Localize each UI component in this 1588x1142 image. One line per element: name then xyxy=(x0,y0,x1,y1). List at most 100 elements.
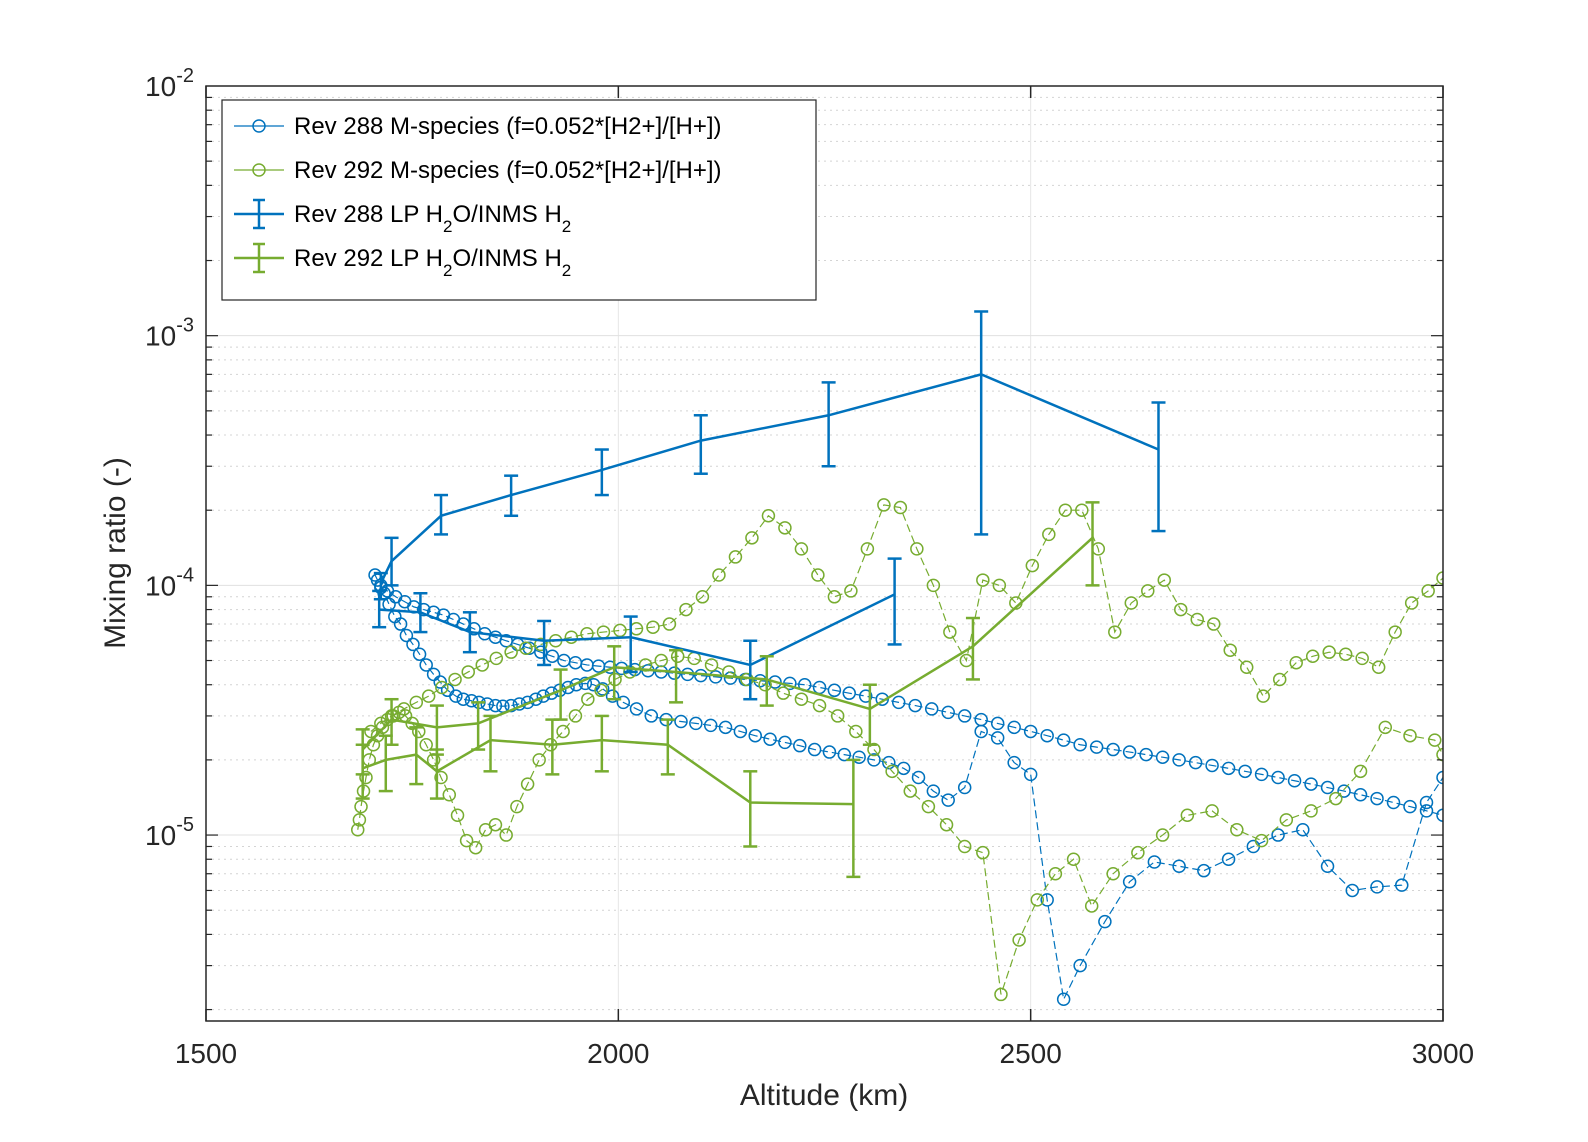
data-point xyxy=(448,672,462,687)
series-line xyxy=(374,574,1443,1002)
data-point xyxy=(1073,958,1087,973)
data-point xyxy=(504,645,518,659)
series-4 xyxy=(373,310,1166,601)
y-tick-label: 10-3 xyxy=(145,315,194,352)
legend: Rev 288 M-species (f=0.052*[H2+]/[H+]) Re… xyxy=(221,99,817,301)
data-point xyxy=(1155,750,1170,764)
data-point xyxy=(545,649,560,664)
data-point xyxy=(1337,784,1351,798)
data-point xyxy=(1238,764,1252,779)
data-point xyxy=(903,784,918,798)
series-7 xyxy=(355,714,861,879)
data-point xyxy=(1030,893,1045,907)
data-point xyxy=(882,755,896,770)
data-point xyxy=(1073,737,1087,752)
data-point xyxy=(1106,866,1120,881)
data-point xyxy=(822,745,837,759)
data-point xyxy=(830,709,845,723)
data-point xyxy=(529,692,543,706)
data-point xyxy=(926,784,941,798)
data-point xyxy=(1353,764,1368,779)
series-2 xyxy=(350,649,1443,1002)
data-point xyxy=(1075,503,1089,517)
data-point xyxy=(703,718,718,733)
data-point xyxy=(1421,584,1435,598)
data-point xyxy=(1122,875,1137,889)
data-point xyxy=(1012,933,1026,947)
data-point xyxy=(1304,804,1318,818)
data-point xyxy=(399,628,414,643)
data-point xyxy=(1436,808,1443,823)
data-point xyxy=(364,724,378,739)
data-point xyxy=(1007,755,1021,770)
plot-frame xyxy=(205,85,1444,1022)
data-point xyxy=(885,764,899,779)
data-point xyxy=(1271,828,1285,842)
data-point xyxy=(1122,745,1137,759)
data-point xyxy=(564,630,579,644)
data-point xyxy=(990,731,1005,745)
data-point xyxy=(1056,733,1071,747)
data-point xyxy=(849,724,863,739)
data-point xyxy=(1174,602,1188,617)
data-point xyxy=(858,689,873,703)
y-axis-title: Mixing ratio (-) xyxy=(99,457,132,649)
data-point xyxy=(1320,780,1335,795)
data-point xyxy=(532,753,546,767)
data-point xyxy=(957,839,972,854)
data-point xyxy=(480,697,494,711)
data-point xyxy=(459,833,474,848)
data-point xyxy=(1395,878,1409,892)
data-point xyxy=(581,692,595,706)
data-point xyxy=(354,799,368,814)
data-point xyxy=(976,845,990,860)
legend-item: Rev 292 LP H2O/INMS H2 xyxy=(234,242,571,280)
data-point xyxy=(1172,859,1186,873)
data-point xyxy=(704,658,719,672)
data-point xyxy=(1355,651,1369,666)
data-point xyxy=(644,709,659,723)
data-point xyxy=(844,584,858,598)
data-point xyxy=(1025,558,1040,573)
data-point xyxy=(419,737,433,752)
series-3 xyxy=(364,498,1443,739)
data-point xyxy=(488,698,503,713)
data-point xyxy=(1403,728,1417,743)
ticks: 1500 2000 2500 3000 10-5 10-4 10-3 10-2 xyxy=(145,65,1474,1069)
data-point xyxy=(1305,649,1320,664)
data-point xyxy=(654,653,668,668)
data-point xyxy=(943,625,957,639)
series-clip-group xyxy=(350,310,1443,1006)
data-point xyxy=(350,823,365,837)
data-point xyxy=(435,680,449,695)
legend-label: Rev 292 M-species (f=0.052*[H2+]/[H+]) xyxy=(294,157,722,184)
data-point xyxy=(1254,833,1269,848)
data-point xyxy=(412,647,427,661)
data-point xyxy=(434,770,448,785)
data-point xyxy=(1239,660,1254,674)
data-point xyxy=(778,521,792,535)
data-point xyxy=(939,817,954,832)
data-point xyxy=(921,799,936,814)
data-point xyxy=(910,542,924,556)
data-point xyxy=(807,742,822,757)
legend-marker xyxy=(252,119,266,133)
x-tick-label: 2000 xyxy=(587,1038,649,1069)
data-point xyxy=(461,665,475,679)
data-point xyxy=(745,531,759,545)
series-6 xyxy=(355,501,1100,776)
data-point xyxy=(1436,571,1443,585)
data-point xyxy=(1322,645,1336,659)
data-point xyxy=(1056,992,1071,1006)
data-point xyxy=(504,698,518,713)
data-point xyxy=(1403,799,1417,814)
data-point xyxy=(1345,883,1360,898)
data-point xyxy=(467,622,481,636)
data-point xyxy=(1329,791,1343,806)
data-point xyxy=(1007,720,1021,735)
data-point xyxy=(616,695,631,710)
legend-item: Rev 288 M-species (f=0.052*[H2+]/[H+]) xyxy=(234,113,722,140)
data-point xyxy=(475,658,490,672)
series-line xyxy=(370,504,1443,732)
